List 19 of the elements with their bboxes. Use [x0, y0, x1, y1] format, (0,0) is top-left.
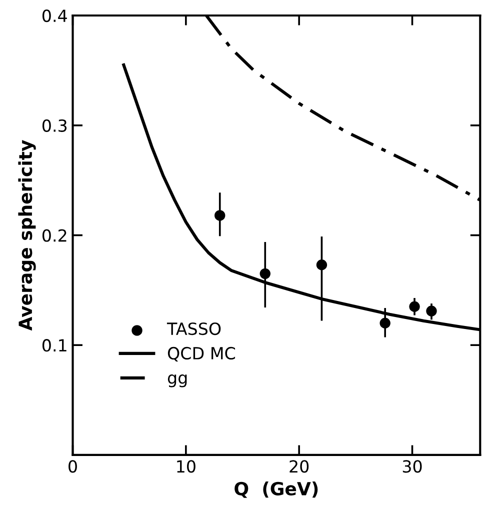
x-tick-label: 0	[68, 460, 77, 473]
point	[426, 306, 437, 316]
y-tick-label: 0.3	[42, 119, 67, 132]
x-tick-label: 10	[177, 460, 196, 473]
y-tick-label: 0.4	[42, 9, 67, 22]
y-tick-label: 0.1	[42, 339, 66, 352]
legend-label: QCD MC	[168, 346, 236, 362]
point	[380, 318, 390, 328]
legend-label: gg	[168, 374, 187, 388]
point	[316, 260, 328, 270]
point	[214, 210, 226, 221]
x-tick-label: 20	[290, 460, 309, 473]
x-tick-label: 30	[402, 460, 422, 473]
point	[260, 268, 270, 280]
legend-label: TASSO	[166, 322, 221, 336]
x-axis-title: Q (GeV)	[234, 482, 318, 498]
point	[409, 301, 420, 312]
y-axis-title: Average sphericity	[18, 140, 36, 331]
y-tick-label: 0.2	[42, 229, 66, 242]
